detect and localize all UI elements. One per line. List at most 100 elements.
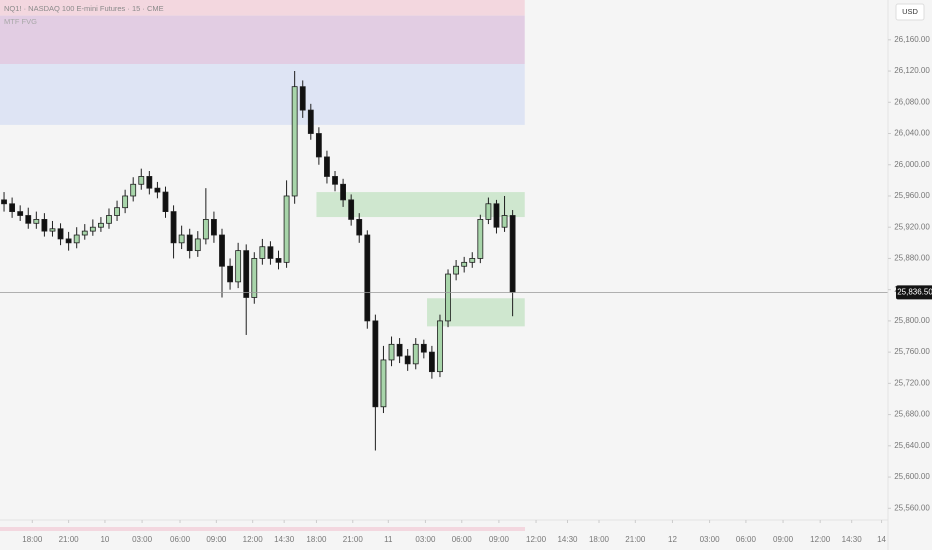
plot: [0, 71, 888, 451]
candle-body: [154, 187, 161, 193]
candle-body: [356, 218, 363, 236]
y-tick-label: 25,600.00: [894, 472, 930, 481]
y-tick-label: 26,120.00: [894, 66, 930, 75]
candle-body: [445, 273, 451, 322]
candle-body: [186, 234, 193, 252]
candle-body: [9, 203, 16, 212]
x-tick-label: 14: [877, 535, 886, 544]
y-tick-label: 25,920.00: [894, 222, 930, 231]
candle-body: [170, 211, 177, 244]
axes: 25,560.00 25,600.00 25,640.00 25,680.00 25,7…: [22, 35, 932, 544]
candle-body: [364, 234, 371, 322]
x-tick-label: 06:00: [452, 535, 473, 544]
candle-body: [106, 215, 112, 224]
candle-body: [89, 226, 96, 232]
candle-body: [33, 218, 40, 224]
candle-body: [41, 218, 48, 232]
y-tick-label: 26,040.00: [894, 129, 930, 138]
x-tick-label: 12:00: [243, 535, 264, 544]
chart-subtitle: MTF FVG: [4, 17, 37, 26]
candle-body: [388, 343, 395, 361]
y-tick-label: 25,880.00: [894, 254, 930, 263]
candle-body: [380, 359, 387, 408]
candle-body: [469, 258, 476, 263]
candle-body: [275, 258, 282, 263]
candle-body: [307, 109, 314, 134]
candle-body: [122, 195, 129, 209]
zone: [0, 15, 525, 65]
zone: [316, 192, 525, 218]
zone: [0, 0, 525, 16]
candle-body: [17, 211, 24, 216]
candle-body: [477, 218, 484, 259]
currency[interactable]: USD: [902, 7, 918, 16]
candle-body: [202, 218, 209, 240]
x-tick-label: 12:00: [810, 535, 831, 544]
candle-body: [485, 203, 492, 220]
x-tick-label: 21:00: [59, 535, 80, 544]
candle-body: [138, 176, 145, 185]
candle-body: [315, 133, 322, 158]
candle-body: [98, 222, 104, 228]
y-tick-label: 25,680.00: [894, 410, 930, 419]
y-tick-label: 25,760.00: [894, 347, 930, 356]
y-tick-label: 25,720.00: [894, 378, 930, 387]
candle-body: [81, 230, 88, 236]
candle-body: [211, 218, 217, 236]
chart-title: NQ1! · NASDAQ 100 E-mini Futures · 15 · …: [4, 4, 164, 13]
candle-body: [412, 343, 419, 365]
candle-body: [49, 228, 56, 232]
candle-body: [259, 246, 266, 259]
x-tick-label: 18:00: [306, 535, 327, 544]
candle-body: [65, 238, 72, 244]
candle-body: [404, 355, 411, 365]
x-tick-label: 03:00: [415, 535, 436, 544]
candle-body: [114, 207, 120, 216]
candle-body: [243, 250, 250, 298]
candle-body: [235, 250, 242, 283]
x-tick-label: 21:00: [625, 535, 646, 544]
candle-body: [437, 320, 443, 373]
candle-body: [461, 261, 468, 267]
x-tick-label: 09:00: [206, 535, 227, 544]
candle-body: [73, 234, 80, 244]
y-tick-label: 25,560.00: [894, 503, 930, 512]
candle-body: [291, 86, 298, 197]
x-tick-label: 12:00: [526, 535, 547, 544]
x-tick-label: 14:30: [842, 535, 863, 544]
candle-body: [428, 351, 435, 373]
candle-body: [194, 238, 201, 252]
x-tick-label: 06:00: [736, 535, 757, 544]
candle-body: [146, 176, 153, 189]
x-tick-label: 03:00: [700, 535, 721, 544]
y-tick-label: 26,000.00: [894, 160, 930, 169]
candle-body: [348, 199, 355, 220]
candle-body: [130, 183, 137, 197]
x-tick-label: 03:00: [132, 535, 153, 544]
x-tick-label: 18:00: [22, 535, 43, 544]
candle-body: [509, 215, 516, 293]
x-tick-label: 14:30: [274, 535, 295, 544]
x-tick-label: 14:30: [557, 535, 578, 544]
candle-body: [453, 265, 460, 275]
candle-body: [219, 234, 225, 267]
last-price-box: [896, 285, 932, 300]
candle-body: [420, 343, 427, 353]
candle-body: [340, 183, 346, 201]
candle-body: [1, 199, 7, 205]
x-tick-label: 06:00: [170, 535, 191, 544]
candle-body: [501, 215, 508, 228]
candle-body: [372, 320, 379, 408]
x-tick-label: 21:00: [343, 535, 364, 544]
currency-box[interactable]: [895, 3, 925, 21]
y-tick-label: 26,160.00: [894, 35, 930, 44]
y-tick-label: 26,080.00: [894, 97, 930, 106]
y-tick-label: 25,960.00: [894, 191, 930, 200]
x-tick-label: 09:00: [489, 535, 510, 544]
candle-body: [162, 191, 169, 212]
y-tick-label: 25,800.00: [894, 316, 930, 325]
last-price-label: 25,836.50: [897, 288, 932, 297]
x-tick-label: 18:00: [589, 535, 610, 544]
candle-body: [227, 265, 233, 283]
